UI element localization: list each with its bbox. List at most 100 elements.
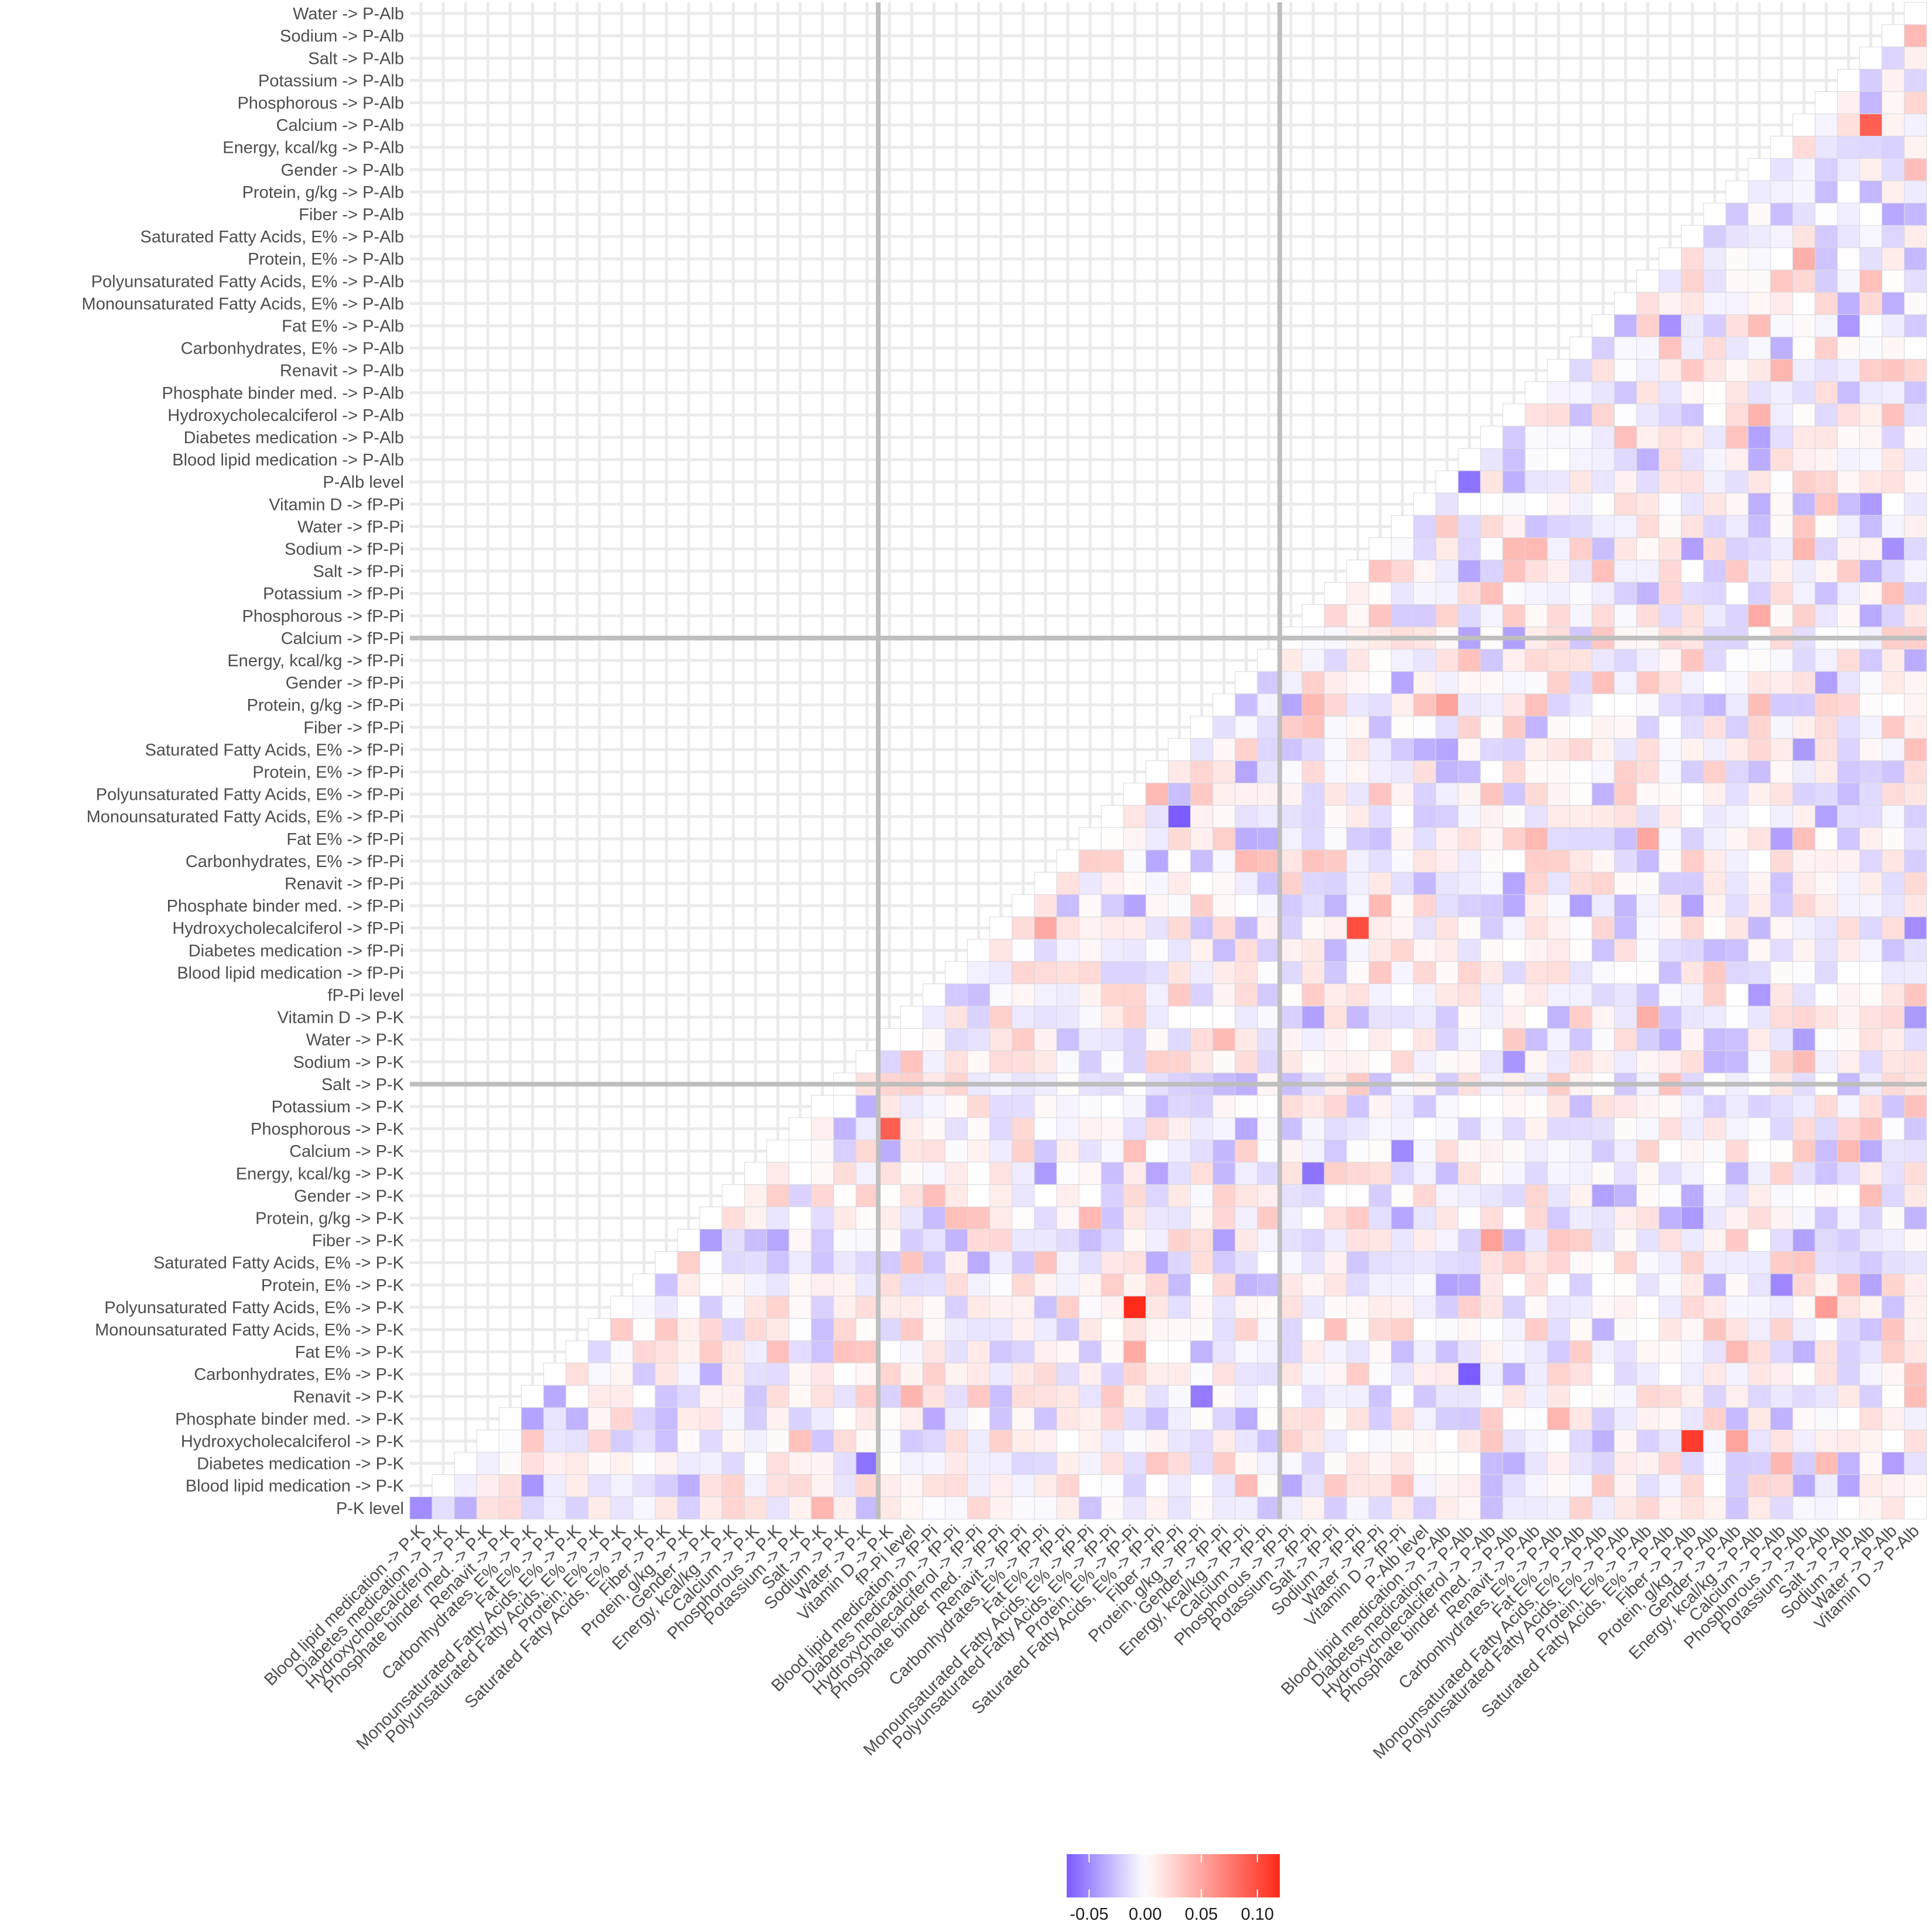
heatmap-cell [1212,1095,1236,1118]
heatmap-cell [1837,894,1860,917]
heatmap-cell [566,1429,589,1453]
heatmap-cell [900,1362,923,1386]
heatmap-cell [1703,1206,1727,1229]
heatmap-cell [1837,1296,1860,1319]
heatmap-cell [1904,292,1927,315]
heatmap-cell [1904,403,1927,427]
heatmap-cell [1636,1162,1660,1185]
heatmap-cell [1368,872,1392,895]
heatmap-cell [1837,1184,1860,1207]
heatmap-cell [677,1229,700,1252]
heatmap-cell [1792,582,1815,605]
heatmap-cell [632,1407,656,1430]
heatmap-cell [1770,582,1793,605]
heatmap-cell [521,1474,544,1498]
heatmap-cell [855,1452,879,1475]
heatmap-cell [1837,68,1860,92]
heatmap-cell [1480,1452,1503,1475]
heatmap-cell [566,1385,589,1408]
heatmap-cell [588,1407,611,1430]
heatmap-cell [1167,938,1191,962]
heatmap-cell [677,1474,700,1498]
heatmap-cell [1212,938,1236,962]
heatmap-cell [878,1296,901,1319]
heatmap-cell [922,1117,946,1140]
heatmap-cell [1436,1006,1459,1029]
heatmap-cell [1012,1206,1035,1229]
heatmap-cell [1145,1251,1169,1275]
heatmap-cell [1904,1496,1927,1520]
heatmap-cell [1837,560,1860,583]
heatmap-cell [1436,1429,1459,1453]
heatmap-cell [1792,1452,1815,1475]
heatmap-cell [1614,1429,1637,1453]
heatmap-cell [1145,1095,1169,1118]
heatmap-cell [1525,849,1548,873]
heatmap-cell [766,1429,790,1453]
heatmap-cell [1525,1206,1548,1229]
y-tick-label: Potassium -> P-K [272,1098,405,1116]
heatmap-cell [1368,961,1392,984]
heatmap-cell [1346,693,1369,717]
heatmap-cell [1814,872,1838,895]
heatmap-cell [1235,849,1258,873]
heatmap-cell [1279,649,1303,672]
heatmap-cell [900,1273,923,1297]
heatmap-cell [1725,560,1749,583]
heatmap-cell [1413,1095,1437,1118]
heatmap-cell [1346,827,1369,851]
heatmap-cell [1279,1162,1303,1185]
heatmap-cell [1056,894,1080,917]
heatmap-cell [1636,649,1660,672]
heatmap-cell [1681,1006,1704,1029]
heatmap-cell [1390,649,1414,672]
heatmap-cell [1591,492,1615,516]
heatmap-cell [1525,961,1548,984]
heatmap-cell [789,1229,812,1252]
heatmap-cell [1770,403,1793,427]
heatmap-cell [1569,983,1592,1007]
heatmap-cell [1859,1340,1883,1364]
heatmap-cell [744,1385,768,1408]
heatmap-cell [1390,738,1414,761]
heatmap-cell [1502,604,1526,628]
heatmap-cell [1480,492,1503,516]
heatmap-cell [1569,448,1592,471]
heatmap-cell [1145,894,1169,917]
heatmap-cell [699,1229,722,1252]
heatmap-cell [1078,1474,1102,1498]
heatmap-cell [989,1362,1013,1386]
y-tick-label: Protein, E% -> P-K [261,1276,405,1295]
heatmap-cell [699,1273,722,1297]
y-tick-label: Potassium -> fP-Pi [263,585,404,604]
heatmap-cell [1257,1362,1280,1386]
heatmap-cell [1859,492,1883,516]
heatmap-cell [1547,827,1570,851]
heatmap-cell [1458,693,1481,717]
heatmap-cell [1480,760,1503,784]
heatmap-cell [1725,225,1749,248]
heatmap-cell [1859,1273,1883,1297]
heatmap-cell [1748,1095,1771,1118]
heatmap-cell [1591,1407,1615,1430]
y-tick-label: Phosphorous -> P-K [251,1120,405,1139]
heatmap-cell [944,1340,968,1364]
heatmap-cell [1636,292,1660,315]
heatmap-cell [1547,649,1570,672]
heatmap-cell [1636,693,1660,717]
heatmap-cell [1324,1385,1347,1408]
heatmap-cell [1814,1095,1838,1118]
heatmap-cell [1458,1006,1481,1029]
heatmap-cell [1681,783,1704,806]
heatmap-cell [1101,1229,1124,1252]
heatmap-cell [900,1251,923,1275]
heatmap-cell [1145,1206,1169,1229]
heatmap-cell [944,1006,968,1029]
heatmap-cell [1257,1340,1280,1364]
heatmap-cell [1703,1452,1727,1475]
heatmap-cell [1659,537,1682,561]
heatmap-cell [1837,1273,1860,1297]
heatmap-cell [1101,1006,1124,1029]
heatmap-cell [1436,1273,1459,1297]
y-tick-label: Saturated Fatty Acids, E% -> P-Alb [140,228,404,246]
